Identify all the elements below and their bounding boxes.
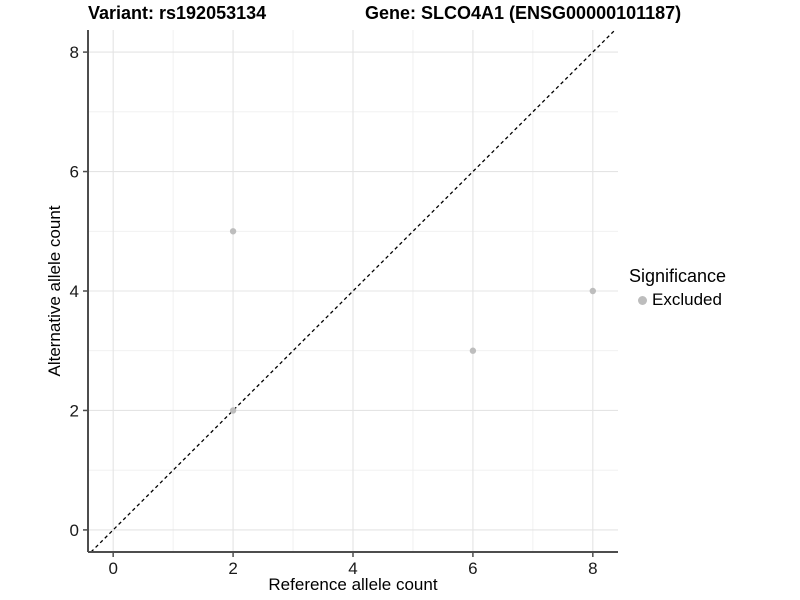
x-tick-label: 0 xyxy=(108,559,117,578)
y-axis-title: Alternative allele count xyxy=(45,205,64,377)
legend-title: Significance xyxy=(629,266,727,286)
y-tick-label: 8 xyxy=(70,43,79,62)
y-tick-label: 2 xyxy=(70,401,79,420)
y-tick-label: 6 xyxy=(70,163,79,182)
x-axis-title: Reference allele count xyxy=(268,575,438,594)
data-point xyxy=(229,407,237,414)
legend: Significance Excluded xyxy=(629,266,726,310)
gene-title: Gene: SLCO4A1 (ENSG00000101187) xyxy=(365,3,682,23)
x-tick-label: 4 xyxy=(348,559,357,578)
variant-title: Variant: rs192053134 xyxy=(88,3,267,23)
data-point xyxy=(229,228,237,235)
x-tick-label: 8 xyxy=(588,559,597,578)
data-point xyxy=(469,347,477,354)
legend-key-dot-icon xyxy=(638,295,647,305)
legend-item-label: Excluded xyxy=(652,290,722,309)
y-tick-label: 4 xyxy=(70,282,79,301)
data-point xyxy=(589,287,597,295)
y-tick-label: 0 xyxy=(70,521,79,540)
legend-item-excluded: Excluded xyxy=(629,290,726,310)
x-tick-label: 2 xyxy=(228,559,237,578)
x-tick-label: 6 xyxy=(468,559,477,578)
